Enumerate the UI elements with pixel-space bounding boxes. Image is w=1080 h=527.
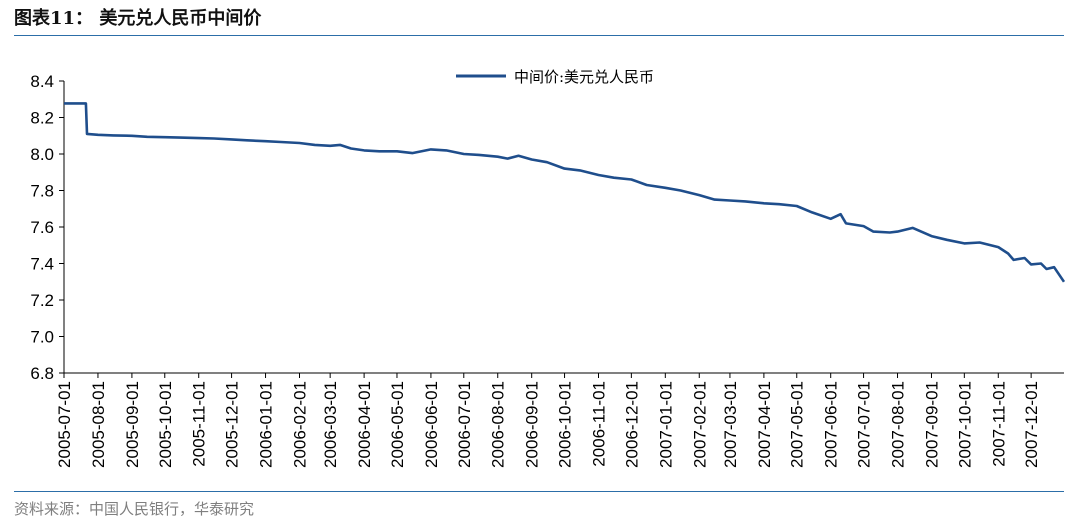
- y-tick-label: 7.4: [30, 255, 54, 274]
- y-tick-label: 8.4: [30, 72, 54, 91]
- x-tick-label: 2006-10-01: [556, 381, 575, 468]
- y-tick-label: 6.8: [30, 364, 54, 383]
- x-tick-label: 2005-12-01: [223, 381, 242, 468]
- x-tick-label: 2006-01-01: [257, 381, 276, 468]
- x-tick-label: 2007-07-01: [855, 381, 874, 468]
- x-tick-label: 2006-12-01: [622, 381, 641, 468]
- x-tick-label: 2005-10-01: [156, 381, 175, 468]
- series-layer: [64, 102, 1066, 283]
- y-tick-label: 8.0: [30, 145, 54, 164]
- x-tick-label: 2007-09-01: [922, 381, 941, 468]
- x-tick-label: 2006-07-01: [455, 381, 474, 468]
- y-tick-label: 7.2: [30, 291, 54, 310]
- x-tick-label: 2006-05-01: [388, 381, 407, 468]
- x-tick-label: 2006-08-01: [489, 381, 508, 468]
- source-note: 资料来源：中国人民银行，华泰研究: [14, 500, 255, 518]
- x-tick-label: 2006-06-01: [422, 381, 441, 468]
- legend-label: 中间价:美元兑人民币: [514, 68, 654, 86]
- x-tick-label: 2007-04-01: [755, 381, 774, 468]
- x-tick-label: 2005-11-01: [190, 381, 209, 467]
- chart-title: 图表11： 美元兑人民币中间价: [14, 8, 262, 29]
- x-tick-label: 2007-03-01: [721, 381, 740, 468]
- x-tick-label: 2007-02-01: [690, 381, 709, 468]
- line-chart: 6.87.07.27.47.67.88.08.28.4 2005-07-01 20…: [30, 68, 1066, 468]
- chart-axes: [63, 81, 1064, 374]
- title-divider: [14, 35, 1064, 36]
- x-tick-label: 2006-09-01: [523, 381, 542, 468]
- x-axis-ticks: 2005-07-01 2005-08-01 2005-09-01 2005-10-01…: [55, 373, 1041, 468]
- y-tick-label: 7.0: [30, 328, 54, 347]
- x-tick-label: 2006-04-01: [355, 381, 374, 468]
- x-tick-label: 2005-08-01: [89, 381, 108, 468]
- source-divider: [14, 491, 1064, 492]
- x-tick-label: 2007-10-01: [955, 381, 974, 468]
- x-tick-label: 2007-05-01: [788, 381, 807, 468]
- series-line: [64, 102, 1066, 283]
- x-tick-label: 2007-06-01: [822, 381, 841, 468]
- x-tick-label: 2007-08-01: [889, 381, 908, 468]
- y-tick-label: 8.2: [30, 109, 54, 128]
- x-tick-label: 2006-03-01: [321, 381, 340, 468]
- x-tick-label: 2007-01-01: [656, 381, 675, 468]
- chart-legend: 中间价:美元兑人民币: [456, 68, 654, 86]
- x-tick-label: 2006-11-01: [590, 381, 609, 467]
- x-tick-label: 2007-12-01: [1022, 381, 1041, 468]
- x-tick-label: 2005-09-01: [123, 381, 142, 468]
- y-tick-label: 7.8: [30, 182, 54, 201]
- x-tick-label: 2006-02-01: [290, 381, 309, 468]
- x-tick-label: 2005-07-01: [55, 381, 74, 468]
- x-tick-label: 2007-11-01: [989, 381, 1008, 467]
- y-tick-label: 7.6: [30, 218, 54, 237]
- y-axis-ticks: 6.8 7.0 7.2 7.4 7.6 7.8 8.0 8.2 8.4: [30, 72, 64, 383]
